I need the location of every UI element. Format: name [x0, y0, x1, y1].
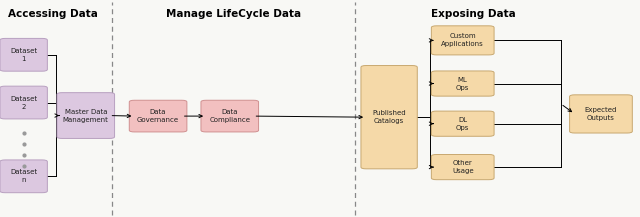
Text: Manage LifeCycle Data: Manage LifeCycle Data [166, 9, 301, 19]
FancyBboxPatch shape [570, 95, 632, 133]
Text: Master Data
Management: Master Data Management [63, 108, 109, 123]
FancyBboxPatch shape [431, 111, 494, 136]
Text: ML
Ops: ML Ops [456, 77, 469, 90]
FancyBboxPatch shape [201, 100, 259, 132]
Text: Published
Catalogs: Published Catalogs [372, 110, 406, 124]
FancyBboxPatch shape [57, 93, 115, 138]
FancyBboxPatch shape [0, 38, 47, 71]
Text: DL
Ops: DL Ops [456, 117, 469, 131]
FancyBboxPatch shape [0, 86, 47, 119]
FancyBboxPatch shape [431, 155, 494, 180]
Text: Dataset
1: Dataset 1 [10, 48, 37, 62]
Text: Data
Compliance: Data Compliance [209, 109, 250, 123]
FancyBboxPatch shape [431, 26, 494, 55]
FancyBboxPatch shape [0, 160, 47, 193]
FancyBboxPatch shape [431, 71, 494, 96]
Text: Dataset
n: Dataset n [10, 169, 37, 183]
Text: Dataset
2: Dataset 2 [10, 95, 37, 110]
Text: Other
Usage: Other Usage [452, 160, 474, 174]
Text: Accessing Data: Accessing Data [8, 9, 97, 19]
Text: Exposing Data: Exposing Data [431, 9, 516, 19]
Text: Custom
Applications: Custom Applications [442, 33, 484, 47]
Text: Expected
Outputs: Expected Outputs [585, 107, 617, 121]
FancyBboxPatch shape [361, 66, 417, 169]
Text: Data
Governance: Data Governance [137, 109, 179, 123]
FancyBboxPatch shape [129, 100, 187, 132]
